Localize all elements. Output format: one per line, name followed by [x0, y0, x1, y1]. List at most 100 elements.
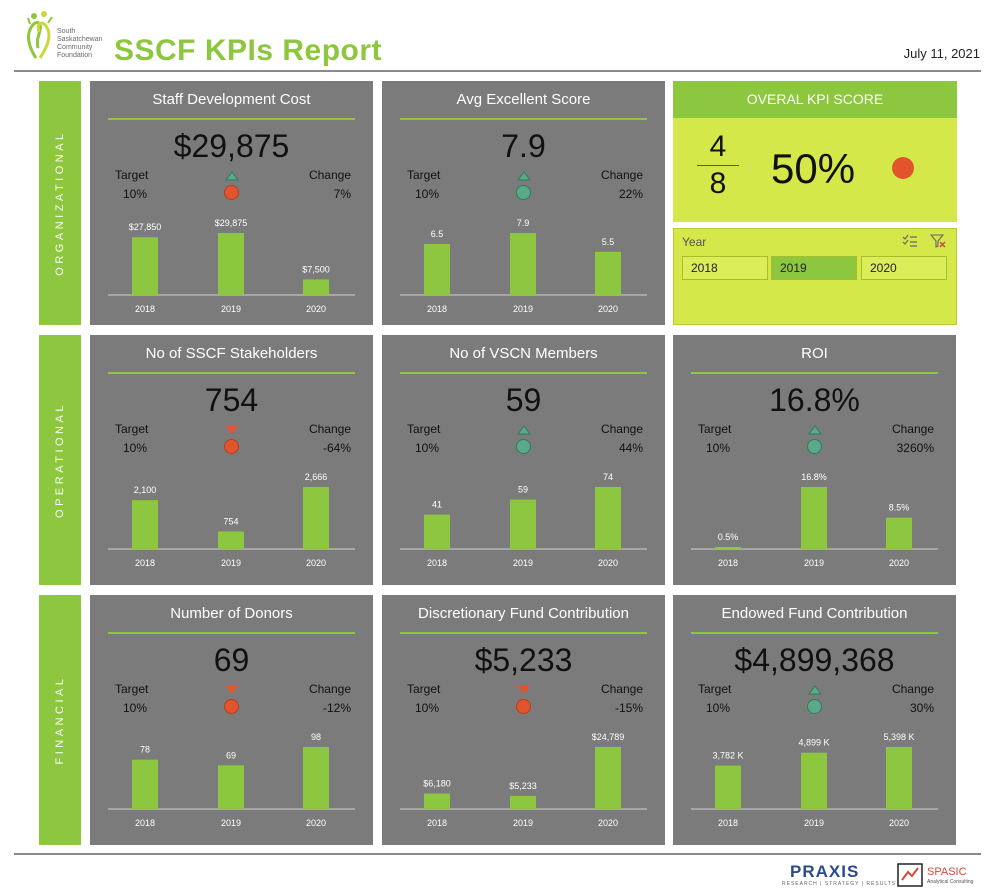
change-label: Change: [891, 422, 934, 436]
bar-2020: [303, 279, 329, 295]
change-value: 30%: [909, 701, 934, 715]
kpi-title-underline: [108, 632, 355, 634]
bar-2019: [510, 499, 536, 549]
x-tick-label: 2019: [804, 558, 824, 568]
x-tick-label: 2019: [221, 304, 241, 314]
bar-value-label: 74: [603, 472, 613, 482]
x-tick-label: 2019: [221, 818, 241, 828]
bar-2018: [424, 793, 450, 809]
clear-filter-icon[interactable]: [930, 234, 946, 248]
x-tick-label: 2018: [427, 304, 447, 314]
section-organizational: ORGANIZATIONAL: [39, 81, 81, 325]
bar-value-label: 754: [223, 516, 238, 526]
change-label: Change: [308, 422, 351, 436]
kpi-card: ROI 16.8% Target 10% Change 3260% 0.5% 2018 16.8…: [673, 335, 956, 585]
bar-value-label: 69: [226, 750, 236, 760]
status-dot-icon: [516, 439, 531, 454]
overall-kpi-title: OVERAL KPI SCORE: [673, 81, 957, 118]
trend-down-icon: [226, 686, 238, 694]
x-tick-label: 2018: [718, 558, 738, 568]
x-tick-label: 2018: [427, 558, 447, 568]
trend-up-icon: [517, 425, 531, 435]
bar-value-label: 6.5: [431, 229, 444, 239]
slicer-option-2019[interactable]: 2019: [771, 256, 857, 280]
kpi-title: Endowed Fund Contribution: [721, 605, 908, 622]
status-dot-icon: [807, 699, 822, 714]
kpi-title-underline: [400, 372, 647, 374]
status-dot-icon: [807, 439, 822, 454]
kpi-value: $29,875: [173, 128, 290, 164]
change-value: 22%: [618, 187, 643, 201]
kpi-value: $4,899,368: [734, 642, 895, 678]
kpi-bar-chart: 6.5 2018 7.9 2019 5.5 2020: [400, 218, 647, 314]
bar-2018: [715, 547, 741, 549]
footer-divider: [14, 853, 981, 855]
change-label: Change: [308, 168, 351, 182]
bar-value-label: 8.5%: [889, 503, 910, 513]
x-tick-label: 2019: [513, 304, 533, 314]
multi-select-icon[interactable]: [902, 234, 918, 248]
target-label: Target: [115, 168, 149, 182]
kpi-bar-chart: $27,850 2018 $29,875 2019 $7,500 2020: [108, 218, 355, 314]
x-tick-label: 2019: [513, 558, 533, 568]
target-value: 10%: [415, 187, 440, 201]
kpi-bar-chart: 0.5% 2018 16.8% 2019 8.5% 2020: [691, 472, 938, 568]
bar-2018: [132, 759, 158, 809]
status-dot-icon: [224, 699, 239, 714]
praxis-logo: PRAXIS: [790, 862, 860, 881]
kpi-numerator: 4: [709, 130, 727, 163]
kpi-value: 69: [213, 642, 250, 678]
bar-value-label: 4,899 K: [798, 738, 829, 748]
bar-value-label: $29,875: [215, 218, 248, 228]
change-value: 44%: [618, 441, 643, 455]
section-operational: OPERATIONAL: [39, 335, 81, 585]
trend-down-icon: [518, 686, 530, 694]
change-label: Change: [891, 682, 934, 696]
kpi-bar-chart: 2,100 2018 754 2019 2,666 2020: [108, 472, 355, 568]
target-value: 10%: [123, 187, 148, 201]
bar-value-label: $7,500: [302, 264, 330, 274]
bar-2019: [218, 233, 244, 295]
kpi-value: 59: [505, 382, 542, 418]
kpi-title: ROI: [801, 345, 828, 362]
kpi-bar-chart: 41 2018 59 2019 74 2020: [400, 472, 647, 568]
fraction-bar: [697, 165, 739, 166]
kpi-status-dot-icon: [892, 157, 914, 179]
change-label: Change: [600, 682, 643, 696]
target-label: Target: [698, 422, 732, 436]
kpi-title-underline: [691, 632, 938, 634]
change-label: Change: [600, 422, 643, 436]
kpi-value: 16.8%: [769, 382, 860, 418]
change-label: Change: [308, 682, 351, 696]
trend-up-icon: [517, 171, 531, 181]
target-value: 10%: [706, 701, 731, 715]
year-slicer: Year 2018 2019 2020: [673, 228, 957, 325]
kpi-title: Avg Excellent Score: [456, 91, 591, 108]
bar-value-label: $24,789: [592, 732, 625, 742]
kpi-value: $5,233: [474, 642, 573, 678]
report-header: South Saskatchewan Community Foundation …: [0, 0, 1000, 74]
bar-2020: [303, 487, 329, 549]
kpi-card: Number of Donors 69 Target 10% Change -12% 78 2…: [90, 595, 373, 845]
header-divider: [14, 70, 981, 72]
bar-2019: [218, 531, 244, 549]
bar-value-label: $6,180: [423, 779, 451, 789]
x-tick-label: 2018: [135, 818, 155, 828]
change-value: -64%: [322, 441, 351, 455]
bar-2018: [132, 500, 158, 549]
slicer-option-2018[interactable]: 2018: [682, 256, 768, 280]
kpi-percent: 50%: [771, 145, 856, 192]
kpi-value: 754: [204, 382, 259, 418]
kpi-title: Number of Donors: [170, 605, 293, 622]
bar-2019: [801, 752, 827, 809]
spasic-mark-icon: [897, 863, 923, 887]
slicer-option-2020[interactable]: 2020: [861, 256, 947, 280]
status-dot-icon: [224, 439, 239, 454]
bar-2020: [886, 747, 912, 809]
spasic-logo: SPASIC Analytical Consulting: [897, 863, 974, 887]
trend-up-icon: [225, 171, 239, 181]
overall-kpi-card: OVERAL KPI SCORE 4 8 50%: [673, 81, 957, 222]
bar-2020: [303, 747, 329, 809]
kpi-denominator: 8: [709, 167, 727, 200]
target-value: 10%: [123, 441, 148, 455]
